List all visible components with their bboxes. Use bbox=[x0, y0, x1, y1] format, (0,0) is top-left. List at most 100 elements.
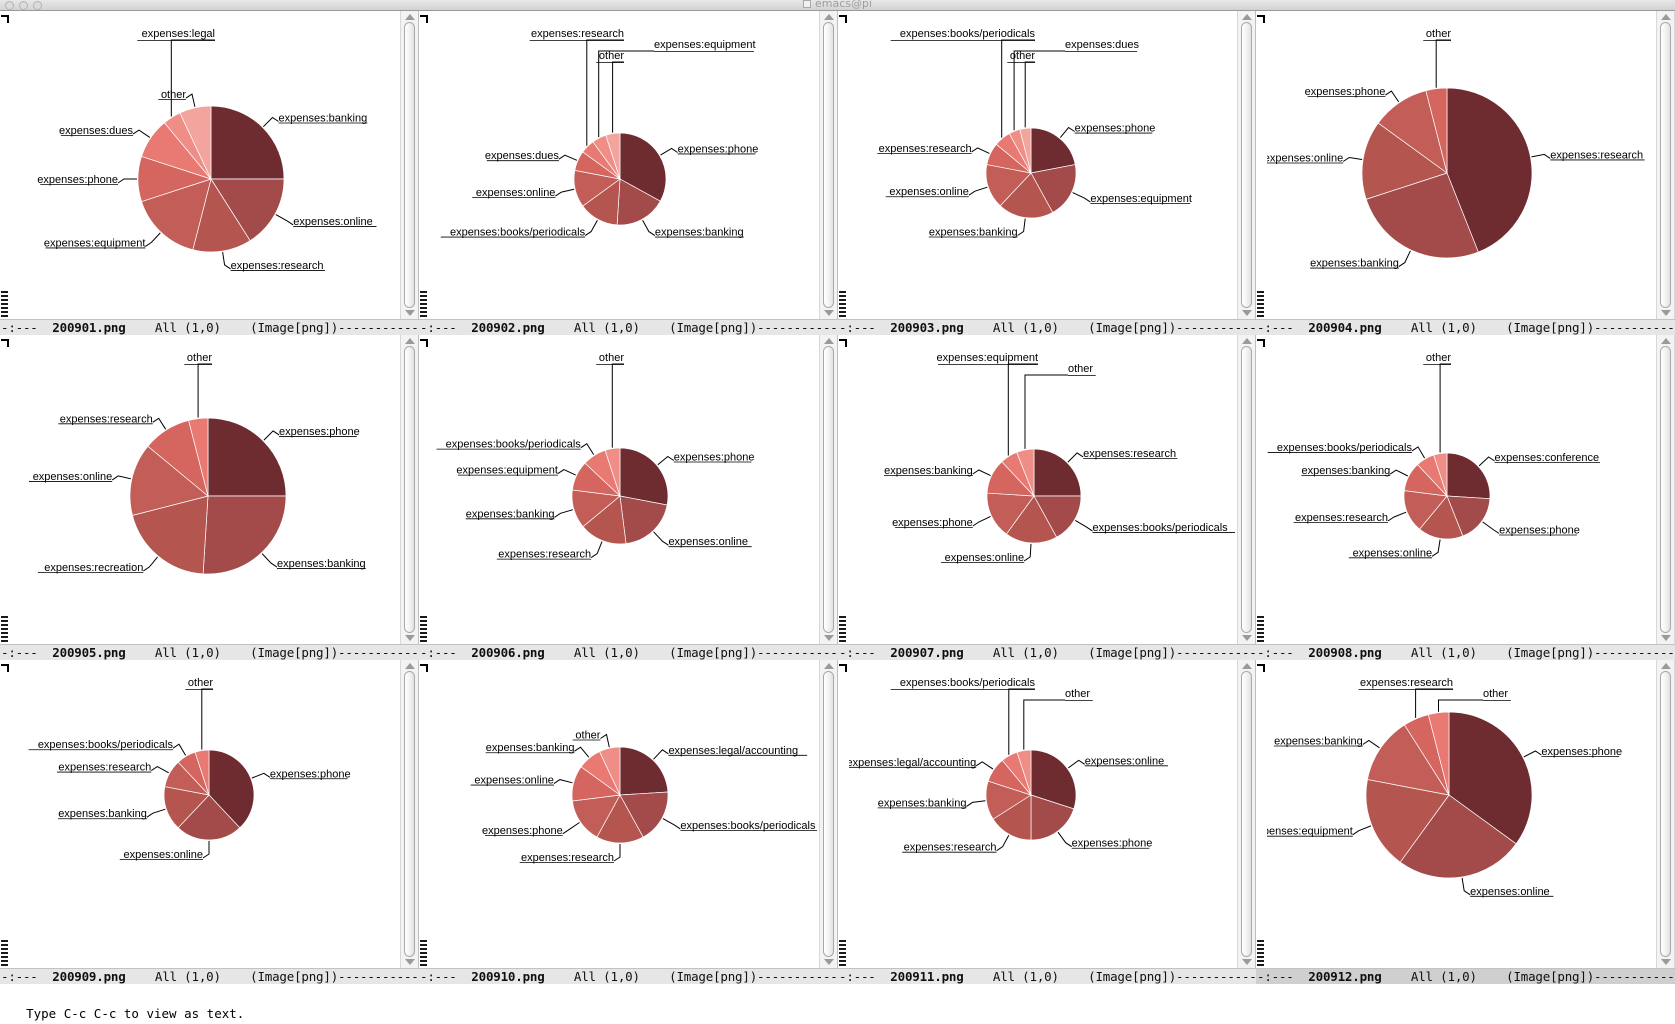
scroll-down-arrow-icon[interactable] bbox=[405, 959, 415, 965]
mode-line-major-mode[interactable]: (Image[png]) bbox=[1088, 969, 1176, 984]
mode-line-buffer-name[interactable]: 200908.png bbox=[1308, 645, 1381, 660]
scroll-down-arrow-icon[interactable] bbox=[1661, 635, 1671, 641]
mode-line[interactable]: -:--- 200905.png All (1,0) (Image[png])-… bbox=[0, 644, 419, 660]
scroll-up-arrow-icon[interactable] bbox=[1661, 14, 1671, 20]
scroll-down-arrow-icon[interactable] bbox=[1661, 310, 1671, 316]
mode-line[interactable]: -:--- 200907.png All (1,0) (Image[png])-… bbox=[838, 644, 1256, 660]
scroll-up-arrow-icon[interactable] bbox=[1242, 338, 1252, 344]
mode-line-major-mode[interactable]: (Image[png]) bbox=[250, 969, 338, 984]
scrollbar-thumb[interactable] bbox=[1241, 346, 1252, 633]
mode-line-major-mode[interactable]: (Image[png]) bbox=[250, 645, 338, 660]
mode-line[interactable]: -:--- 200903.png All (1,0) (Image[png])-… bbox=[838, 319, 1256, 335]
scroll-up-arrow-icon[interactable] bbox=[1661, 663, 1671, 669]
emacs-window-200912[interactable]: expenses:phoneexpenses:onlineexpenses:eq… bbox=[1256, 660, 1675, 984]
scroll-down-arrow-icon[interactable] bbox=[1242, 959, 1252, 965]
vertical-scrollbar[interactable] bbox=[819, 660, 838, 968]
scroll-up-arrow-icon[interactable] bbox=[405, 14, 415, 20]
scrollbar-thumb[interactable] bbox=[823, 671, 834, 957]
mode-line-buffer-name[interactable]: 200901.png bbox=[52, 320, 125, 335]
mode-line-buffer-name[interactable]: 200905.png bbox=[52, 645, 125, 660]
mode-line-buffer-name[interactable]: 200904.png bbox=[1308, 320, 1381, 335]
mode-line[interactable]: -:--- 200912.png All (1,0) (Image[png])-… bbox=[1256, 968, 1675, 984]
scroll-down-arrow-icon[interactable] bbox=[824, 635, 834, 641]
vertical-scrollbar[interactable] bbox=[1656, 11, 1675, 319]
scroll-down-arrow-icon[interactable] bbox=[1242, 310, 1252, 316]
mode-line-buffer-name[interactable]: 200909.png bbox=[52, 969, 125, 984]
scroll-up-arrow-icon[interactable] bbox=[824, 338, 834, 344]
mode-line-major-mode[interactable]: (Image[png]) bbox=[1506, 320, 1594, 335]
scrollbar-thumb[interactable] bbox=[1241, 22, 1252, 308]
mode-line-major-mode[interactable]: (Image[png]) bbox=[250, 320, 338, 335]
vertical-scrollbar[interactable] bbox=[1237, 11, 1256, 319]
vertical-scrollbar[interactable] bbox=[1656, 335, 1675, 644]
scroll-up-arrow-icon[interactable] bbox=[405, 338, 415, 344]
mode-line[interactable]: -:--- 200902.png All (1,0) (Image[png])-… bbox=[419, 319, 838, 335]
mode-line-major-mode[interactable]: (Image[png]) bbox=[1506, 969, 1594, 984]
mode-line-buffer-name[interactable]: 200911.png bbox=[890, 969, 963, 984]
mode-line[interactable]: -:--- 200906.png All (1,0) (Image[png])-… bbox=[419, 644, 838, 660]
buffer-area[interactable]: expenses:phoneexpenses:onlineexpenses:eq… bbox=[1256, 660, 1675, 968]
scroll-up-arrow-icon[interactable] bbox=[1242, 14, 1252, 20]
vertical-scrollbar[interactable] bbox=[400, 335, 419, 644]
mode-line[interactable]: -:--- 200908.png All (1,0) (Image[png])-… bbox=[1256, 644, 1675, 660]
mode-line-major-mode[interactable]: (Image[png]) bbox=[669, 969, 757, 984]
mode-line[interactable]: -:--- 200910.png All (1,0) (Image[png])-… bbox=[419, 968, 838, 984]
mode-line-buffer-name[interactable]: 200906.png bbox=[471, 645, 544, 660]
scroll-down-arrow-icon[interactable] bbox=[1242, 635, 1252, 641]
mode-line-major-mode[interactable]: (Image[png]) bbox=[669, 645, 757, 660]
mode-line-buffer-name[interactable]: 200907.png bbox=[890, 645, 963, 660]
scrollbar-thumb[interactable] bbox=[823, 22, 834, 308]
vertical-scrollbar[interactable] bbox=[400, 660, 419, 968]
scroll-down-arrow-icon[interactable] bbox=[405, 635, 415, 641]
scroll-down-arrow-icon[interactable] bbox=[405, 310, 415, 316]
scroll-down-arrow-icon[interactable] bbox=[824, 959, 834, 965]
vertical-scrollbar[interactable] bbox=[1237, 660, 1256, 968]
mode-line[interactable]: -:--- 200904.png All (1,0) (Image[png])-… bbox=[1256, 319, 1675, 335]
scroll-up-arrow-icon[interactable] bbox=[824, 663, 834, 669]
scroll-up-arrow-icon[interactable] bbox=[405, 663, 415, 669]
mode-line-buffer-name[interactable]: 200912.png bbox=[1308, 969, 1381, 984]
scrollbar-thumb[interactable] bbox=[404, 671, 415, 957]
vertical-scrollbar[interactable] bbox=[819, 11, 838, 319]
scrollbar-thumb[interactable] bbox=[1660, 346, 1671, 633]
scroll-up-arrow-icon[interactable] bbox=[1661, 338, 1671, 344]
mode-line-major-mode[interactable]: (Image[png]) bbox=[1506, 645, 1594, 660]
mode-line-major-mode[interactable]: (Image[png]) bbox=[669, 320, 757, 335]
mode-line[interactable]: -:--- 200911.png All (1,0) (Image[png])-… bbox=[838, 968, 1256, 984]
scrollbar-thumb[interactable] bbox=[1660, 671, 1671, 957]
vertical-scrollbar[interactable] bbox=[1237, 335, 1256, 644]
mode-line[interactable]: -:--- 200901.png All (1,0) (Image[png])-… bbox=[0, 319, 419, 335]
vertical-scrollbar[interactable] bbox=[1656, 660, 1675, 968]
scrollbar-thumb[interactable] bbox=[404, 346, 415, 633]
scroll-up-arrow-icon[interactable] bbox=[824, 14, 834, 20]
mode-line-buffer-name[interactable]: 200910.png bbox=[471, 969, 544, 984]
mode-line-buffer-name[interactable]: 200902.png bbox=[471, 320, 544, 335]
vertical-scrollbar[interactable] bbox=[819, 335, 838, 644]
mode-line-major-mode[interactable]: (Image[png]) bbox=[1088, 645, 1176, 660]
scrollbar-thumb[interactable] bbox=[1241, 671, 1252, 957]
mode-line[interactable]: -:--- 200909.png All (1,0) (Image[png])-… bbox=[0, 968, 419, 984]
mode-line-buffer-name[interactable]: 200903.png bbox=[890, 320, 963, 335]
